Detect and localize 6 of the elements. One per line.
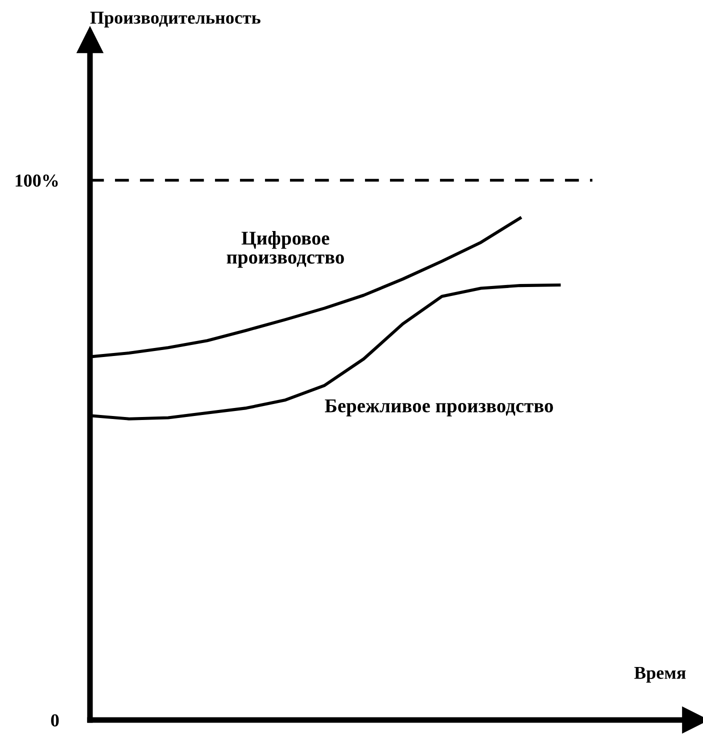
y-tick-label: 0 xyxy=(51,714,59,726)
y-tick-label: 100% xyxy=(16,174,58,187)
y-axis-title: Производительность xyxy=(90,12,260,28)
x-axis-title: Время xyxy=(634,666,686,683)
series-label: Бережливое производство xyxy=(324,399,553,416)
series-label: Цифровое производство xyxy=(226,231,344,268)
